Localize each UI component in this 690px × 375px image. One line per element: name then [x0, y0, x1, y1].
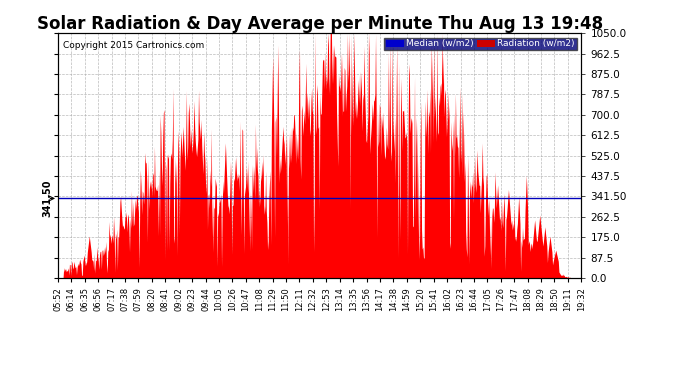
Text: Copyright 2015 Cartronics.com: Copyright 2015 Cartronics.com	[63, 40, 204, 50]
Legend: Median (w/m2), Radiation (w/m2): Median (w/m2), Radiation (w/m2)	[384, 38, 577, 50]
Text: 341.50: 341.50	[43, 180, 52, 217]
Title: Solar Radiation & Day Average per Minute Thu Aug 13 19:48: Solar Radiation & Day Average per Minute…	[37, 15, 602, 33]
